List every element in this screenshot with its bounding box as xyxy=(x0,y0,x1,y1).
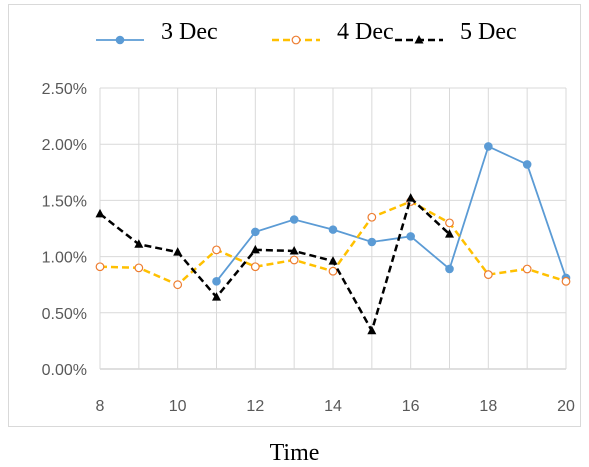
data-point-3-dec xyxy=(251,227,260,237)
data-point-3-dec xyxy=(289,215,299,224)
series-line-3-dec xyxy=(215,145,567,282)
data-point-5-dec xyxy=(134,239,144,248)
data-point-3-dec xyxy=(367,237,377,247)
data-point-4-dec xyxy=(483,270,493,279)
x-tick-label: 8 xyxy=(96,398,105,415)
y-tick-label: 1.50% xyxy=(42,193,87,210)
data-point-4-dec xyxy=(173,280,183,290)
x-tick-label: 14 xyxy=(324,398,342,415)
data-point-3-dec xyxy=(406,232,415,241)
data-point-5-dec xyxy=(95,208,105,218)
data-point-4-dec xyxy=(522,264,532,274)
data-point-3-dec xyxy=(212,277,221,286)
data-point-4-dec xyxy=(289,255,299,265)
data-point-5-dec xyxy=(289,245,299,255)
data-point-4-dec xyxy=(212,245,221,255)
x-tick-label: 18 xyxy=(479,398,497,415)
y-tick-label: 2.00% xyxy=(42,137,87,154)
y-tick-label: 0.50% xyxy=(42,306,87,323)
legend-label-3-dec: 3 Dec xyxy=(161,19,218,45)
data-point-4-dec xyxy=(445,218,454,228)
data-point-5-dec xyxy=(250,244,260,254)
legend-marker-3-dec xyxy=(115,35,125,45)
x-tick-label: 20 xyxy=(557,398,575,415)
data-point-4-dec xyxy=(561,276,571,286)
legend-marker-5-dec xyxy=(414,35,424,44)
legend-label-5-dec: 5 Dec xyxy=(460,19,517,45)
data-point-4-dec xyxy=(250,262,260,272)
x-tick-label: 12 xyxy=(246,398,264,415)
data-point-5-dec xyxy=(212,292,221,301)
y-tick-label: 2.50% xyxy=(42,81,87,98)
data-point-4-dec xyxy=(95,262,105,272)
data-point-3-dec xyxy=(445,264,454,274)
data-point-5-dec xyxy=(173,247,183,256)
series-line-5-dec xyxy=(99,195,451,334)
legend-marker-4-dec xyxy=(291,35,301,45)
data-point-5-dec xyxy=(328,256,338,265)
legend-label-4-dec: 4 Dec xyxy=(337,19,394,45)
x-tick-label: 16 xyxy=(402,398,420,415)
y-tick-label: 0.00% xyxy=(42,362,87,379)
data-point-5-dec xyxy=(445,229,454,238)
data-point-4-dec xyxy=(367,212,377,222)
data-point-3-dec xyxy=(522,160,532,169)
data-point-4-dec xyxy=(328,266,338,276)
x-axis-title: Time xyxy=(269,440,320,466)
data-point-3-dec xyxy=(328,225,338,234)
y-tick-label: 1.00% xyxy=(42,250,87,267)
x-tick-label: 10 xyxy=(169,398,187,415)
data-point-3-dec xyxy=(484,142,493,151)
data-point-5-dec xyxy=(406,193,416,202)
data-point-5-dec xyxy=(367,325,377,335)
data-point-4-dec xyxy=(134,263,144,273)
